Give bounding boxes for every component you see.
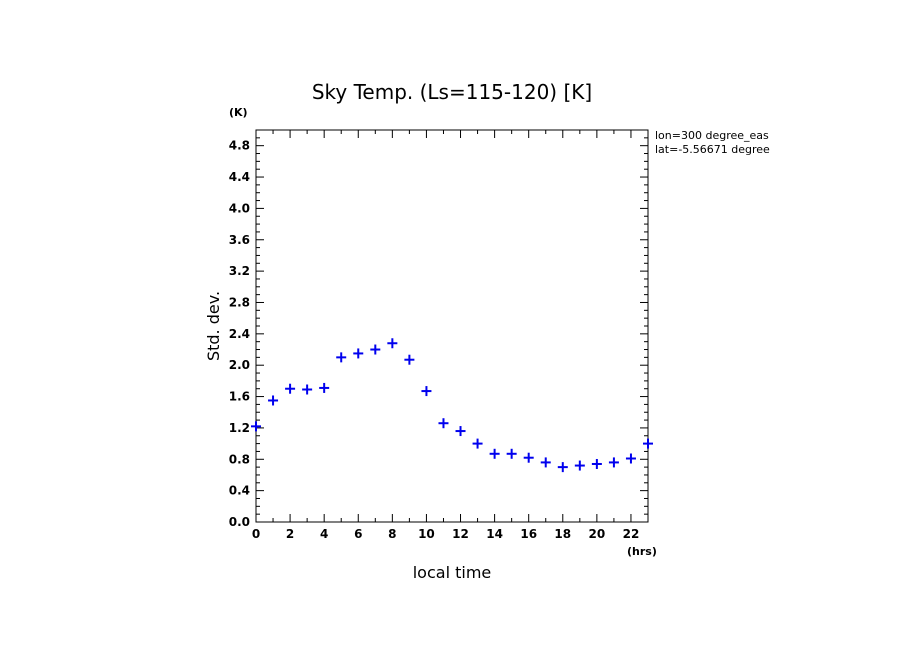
data-point (421, 386, 432, 397)
data-point (302, 384, 313, 395)
data-point (387, 338, 398, 349)
data-point (574, 460, 585, 471)
data-point (472, 438, 483, 449)
x-tick-label: 12 (452, 527, 469, 541)
data-point (268, 395, 279, 406)
y-tick-label: 1.2 (229, 421, 250, 435)
annotation-lat: lat=-5.56671 degree (655, 143, 770, 156)
y-axis-label: Std. dev. (204, 291, 223, 361)
data-point (353, 348, 364, 359)
x-axis-label: local time (413, 563, 492, 582)
y-tick-label: 3.2 (229, 264, 250, 278)
x-tick-label: 20 (589, 527, 606, 541)
data-point (608, 457, 619, 468)
plot-frame (255, 129, 649, 523)
x-tick-label: 14 (486, 527, 503, 541)
data-point (557, 462, 568, 473)
y-tick-label: 0.0 (229, 515, 250, 529)
x-unit-label: (hrs) (627, 545, 657, 558)
data-point (319, 382, 330, 393)
data-point (455, 426, 466, 437)
y-tick-label: 4.8 (229, 139, 250, 153)
y-tick-label: 0.4 (229, 484, 250, 498)
x-tick-label: 0 (252, 527, 260, 541)
x-tick-label: 16 (520, 527, 537, 541)
y-tick-label: 1.6 (229, 390, 250, 404)
data-point (591, 458, 602, 469)
data-point (285, 383, 296, 394)
y-tick-label: 3.6 (229, 233, 250, 247)
y-tick-label: 2.0 (229, 358, 250, 372)
x-tick-label: 22 (623, 527, 640, 541)
x-tick-label: 4 (320, 527, 328, 541)
y-tick-label: 4.0 (229, 201, 250, 215)
x-tick-label: 10 (418, 527, 435, 541)
chart-title: Sky Temp. (Ls=115-120) [K] (312, 80, 592, 104)
y-tick-label: 0.8 (229, 452, 250, 466)
data-point (489, 448, 500, 459)
x-tick-label: 2 (286, 527, 294, 541)
y-tick-label: 4.4 (229, 170, 250, 184)
data-point (643, 438, 653, 449)
data-points (251, 338, 653, 473)
x-tick-label: 18 (554, 527, 571, 541)
annotation-lon: lon=300 degree_eas (655, 129, 769, 142)
data-point (625, 453, 636, 464)
axis-ticks: 0 2 4 6 8 10 12 14 16 18 20 22 0.0 0.4 0.8 1.2 1.6 2.0 2.4… (229, 129, 649, 541)
x-tick-label: 8 (388, 527, 396, 541)
x-tick-label: 6 (354, 527, 362, 541)
data-point (370, 344, 381, 355)
y-tick-label: 2.8 (229, 295, 250, 309)
data-point (506, 448, 517, 459)
y-unit-label: (K) (229, 106, 248, 119)
data-point (336, 352, 347, 363)
data-point (251, 421, 261, 432)
data-point (540, 457, 551, 468)
y-tick-label: 2.4 (229, 327, 250, 341)
data-point (438, 418, 449, 429)
data-point (404, 354, 415, 365)
data-point (523, 452, 534, 463)
